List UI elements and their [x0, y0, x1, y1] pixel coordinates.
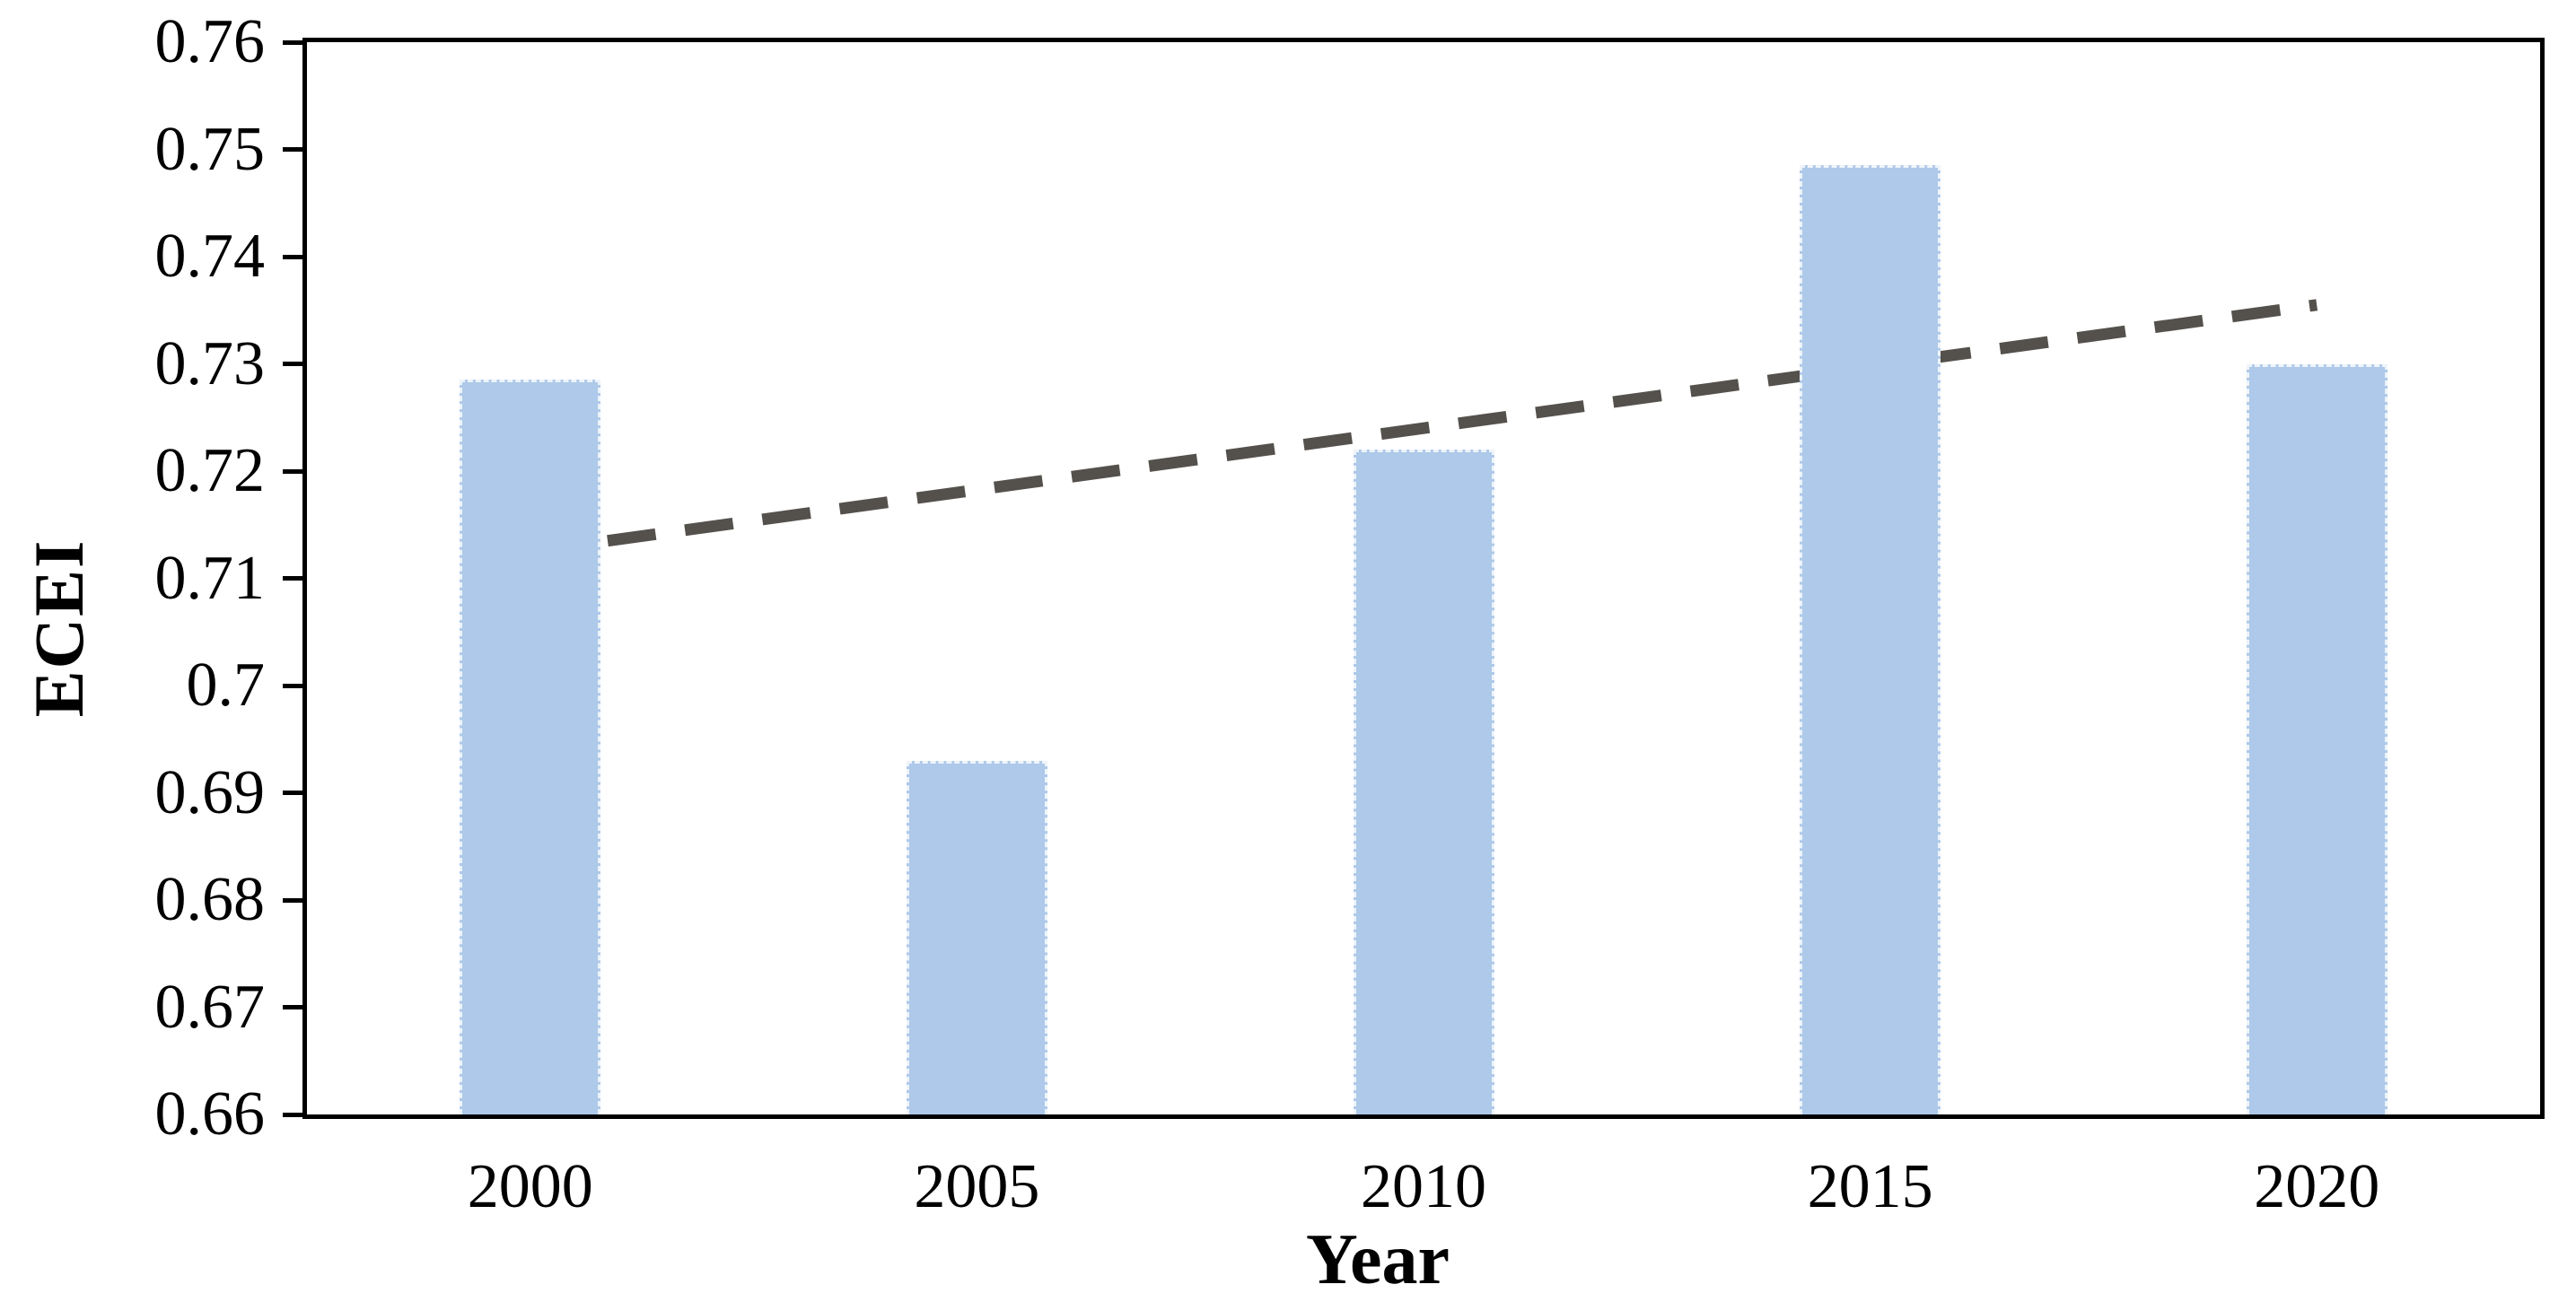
y-tick-mark	[283, 468, 305, 474]
y-tick-mark	[283, 576, 305, 581]
y-tick-label: 0.74	[154, 222, 266, 291]
bar-2000	[460, 380, 601, 1114]
y-tick-label: 0.72	[154, 436, 266, 505]
x-tick-label-2020: 2020	[2254, 1152, 2380, 1221]
y-tick-label: 0.76	[154, 7, 266, 76]
y-tick-label: 0.67	[154, 972, 266, 1042]
x-tick-label-2000: 2000	[467, 1152, 593, 1221]
y-tick-label: 0.69	[154, 757, 266, 827]
plot-inner	[307, 42, 2540, 1114]
x-tick-label-2005: 2005	[914, 1152, 1040, 1221]
y-tick-mark	[283, 791, 305, 795]
x-tick-label-2015: 2015	[1807, 1152, 1933, 1221]
y-tick-label: 0.75	[154, 114, 266, 184]
x-tick-label-2010: 2010	[1361, 1152, 1486, 1221]
bar-2020	[2246, 363, 2388, 1114]
y-tick-mark	[283, 683, 305, 688]
trendline	[529, 299, 2318, 558]
y-tick-mark	[283, 39, 305, 45]
y-tick-label: 0.68	[154, 865, 266, 934]
bar-2015	[1800, 165, 1941, 1114]
trendline-layer	[529, 299, 2318, 558]
bar-2010	[1353, 450, 1494, 1114]
y-tick-mark	[283, 147, 305, 152]
bar-2005	[906, 760, 1047, 1114]
y-tick-mark	[283, 362, 305, 366]
y-tick-mark	[283, 254, 305, 259]
y-tick-mark	[283, 897, 305, 903]
y-tick-label: 0.66	[154, 1079, 266, 1149]
y-tick-mark	[283, 1005, 305, 1009]
y-tick-mark	[283, 1112, 305, 1117]
x-axis-title: Year	[1306, 1220, 1450, 1299]
y-tick-label: 0.7	[186, 651, 266, 720]
y-tick-label: 0.71	[154, 543, 266, 613]
y-tick-label: 0.73	[154, 328, 266, 398]
